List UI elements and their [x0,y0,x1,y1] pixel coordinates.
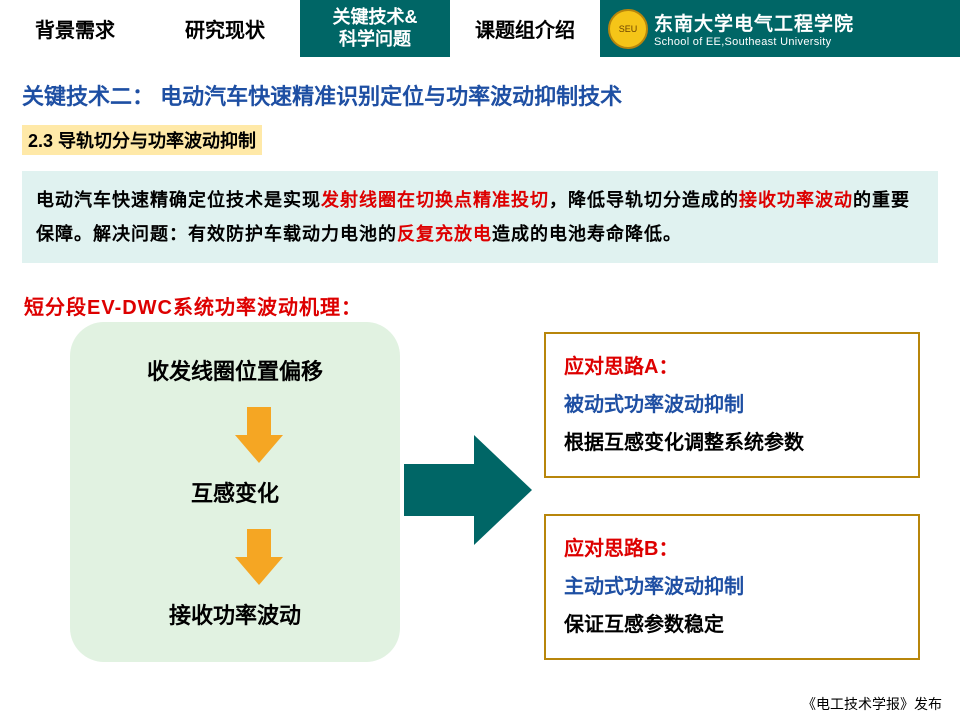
title-prefix: 关键技术二： [22,84,154,109]
box-b-line2: 主动式功率波动抑制 [564,568,900,606]
page-title: 关键技术二： 电动汽车快速精准识别定位与功率波动抑制技术 [22,79,938,111]
title-main: 电动汽车快速精准识别定位与功率波动抑制技术 [160,84,622,109]
down-arrow-icon [235,557,283,585]
desc-b: 发射线圈在切换点精准投切 [321,190,549,210]
section-title: 短分段EV-DWC系统功率波动机理： [24,291,936,320]
nav-item-2-label: 关键技术& 科学问题 [333,7,418,50]
flow-box: 收发线圈位置偏移 互感变化 接收功率波动 [70,322,400,662]
nav-item-3[interactable]: 课题组介绍 [450,0,600,57]
approach-b-box: 应对思路B： 主动式功率波动抑制 保证互感参数稳定 [544,514,920,660]
logo-en: School of EE,Southeast University [654,36,854,48]
diagram-area: 收发线圈位置偏移 互感变化 接收功率波动 应对思路A： 被动式功率波动抑制 根据… [0,322,960,702]
nav-item-0[interactable]: 背景需求 [0,0,150,57]
flow-step-3: 接收功率波动 [169,598,301,630]
description-box: 电动汽车快速精确定位技术是实现发射线圈在切换点精准投切，降低导轨切分造成的接收功… [22,171,938,263]
logo-seal-icon: SEU [608,9,648,49]
box-a-line1: 应对思路A： [564,348,900,386]
approach-a-box: 应对思路A： 被动式功率波动抑制 根据互感变化调整系统参数 [544,332,920,478]
desc-g: 造成的电池寿命降低。 [492,224,682,244]
nav-item-2[interactable]: 关键技术& 科学问题 [300,0,450,57]
desc-a: 电动汽车快速精确定位技术是实现 [36,190,321,210]
box-b-line1: 应对思路B： [564,530,900,568]
flow-step-1: 收发线圈位置偏移 [147,354,323,386]
flow-step-2: 互感变化 [191,476,279,508]
section-badge: 2.3 导轨切分与功率波动抑制 [22,125,262,155]
logo-cn: 东南大学电气工程学院 [654,9,854,36]
box-b-line3: 保证互感参数稳定 [564,606,900,644]
box-a-line2: 被动式功率波动抑制 [564,386,900,424]
desc-c: ，降低导轨切分造成的 [549,190,739,210]
top-nav: 背景需求 研究现状 关键技术& 科学问题 课题组介绍 SEU 东南大学电气工程学… [0,0,960,57]
nav-item-1[interactable]: 研究现状 [150,0,300,57]
desc-f: 反复充放电 [397,224,492,244]
desc-d: 接收功率波动 [739,190,853,210]
box-a-line3: 根据互感变化调整系统参数 [564,424,900,462]
down-arrow-icon [235,435,283,463]
footer-source: 《电工技术学报》发布 [802,694,942,714]
university-logo: SEU 东南大学电气工程学院 School of EE,Southeast Un… [600,0,960,57]
